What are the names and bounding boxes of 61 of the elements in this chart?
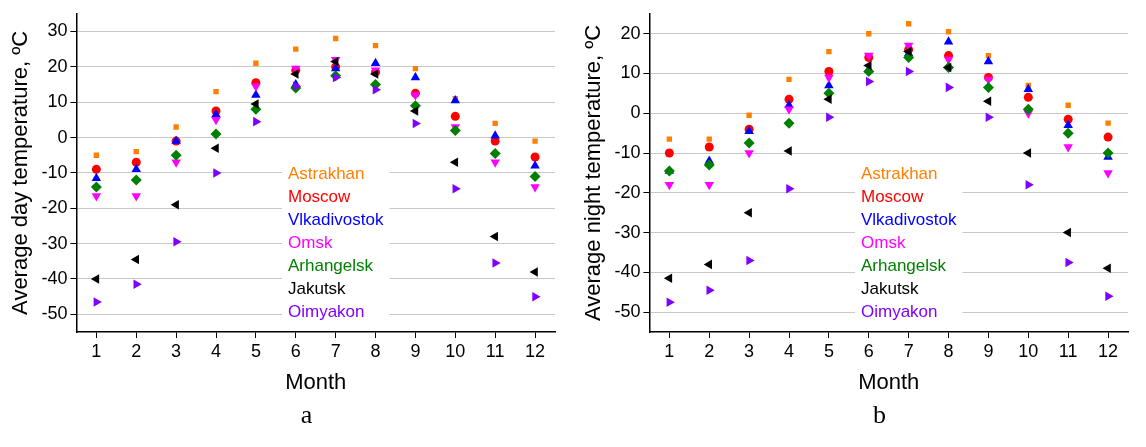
y-tick-label: -40: [41, 267, 68, 288]
x-tick-label: 9: [983, 340, 994, 361]
y-tick-label: 10: [47, 91, 68, 112]
text: Arhangelsk: [860, 256, 947, 276]
y-tick-label: -50: [41, 303, 68, 324]
text: Moscow: [287, 187, 352, 207]
y-tick-label: -10: [614, 141, 641, 162]
y-axis-title: Average night temperature, ºC: [580, 24, 606, 322]
x-tick-label: 1: [91, 340, 102, 361]
y-tick-label: -30: [41, 232, 68, 253]
x-axis-title: Month: [285, 368, 347, 394]
text: b: [872, 400, 887, 430]
text: Omsk: [860, 233, 906, 253]
x-tick-label: 12: [1098, 340, 1119, 361]
y-tick-label: 10: [620, 62, 641, 83]
x-tick-label: 5: [250, 340, 261, 361]
x-tick-label: 5: [823, 340, 834, 361]
x-tick-label: 4: [210, 340, 222, 361]
x-tick-label: 2: [704, 340, 715, 361]
x-axis-title: Month: [858, 368, 920, 394]
text: Jakutsk: [860, 279, 920, 299]
y-tick-label: 20: [620, 22, 641, 43]
y-tick-label: 0: [630, 102, 641, 123]
text: Vlkadivostok: [287, 210, 384, 230]
x-tick-label: 9: [410, 340, 421, 361]
text: Oimyakon: [860, 302, 938, 322]
text: Arhangelsk: [287, 256, 374, 276]
y-tick-label: -30: [614, 221, 641, 242]
x-tick-label: 10: [445, 340, 466, 361]
x-tick-label: 10: [1018, 340, 1039, 361]
text: a: [299, 400, 314, 430]
y-tick-label: 20: [47, 55, 68, 76]
x-tick-label: 7: [903, 340, 914, 361]
y-tick-label: 30: [47, 20, 68, 41]
y-tick-label: -40: [614, 261, 641, 282]
y-tick-label: -50: [614, 301, 641, 322]
x-tick-label: 11: [485, 340, 505, 361]
y-axis-title: Average day temperature, ºC: [7, 30, 33, 315]
text: Astrakhan: [287, 164, 365, 184]
text: Moscow: [860, 187, 925, 207]
x-tick-label: 11: [1058, 340, 1078, 361]
text: Jakutsk: [287, 279, 347, 299]
y-tick-label: -20: [614, 181, 641, 202]
text: Astrakhan: [860, 164, 938, 184]
text: Omsk: [287, 233, 333, 253]
x-tick-label: 3: [744, 340, 755, 361]
x-tick-label: 7: [330, 340, 341, 361]
y-tick-label: -20: [41, 197, 68, 218]
x-tick-label: 4: [783, 340, 795, 361]
x-tick-label: 12: [525, 340, 546, 361]
y-tick-label: 0: [57, 126, 68, 147]
x-tick-label: 8: [370, 340, 381, 361]
x-tick-label: 8: [943, 340, 954, 361]
x-tick-label: 3: [171, 340, 182, 361]
x-tick-label: 6: [290, 340, 301, 361]
x-tick-label: 1: [664, 340, 675, 361]
text: Oimyakon: [287, 302, 365, 322]
x-tick-label: 6: [863, 340, 874, 361]
x-tick-label: 2: [131, 340, 142, 361]
y-tick-label: -10: [41, 161, 68, 182]
text: Vlkadivostok: [860, 210, 957, 230]
